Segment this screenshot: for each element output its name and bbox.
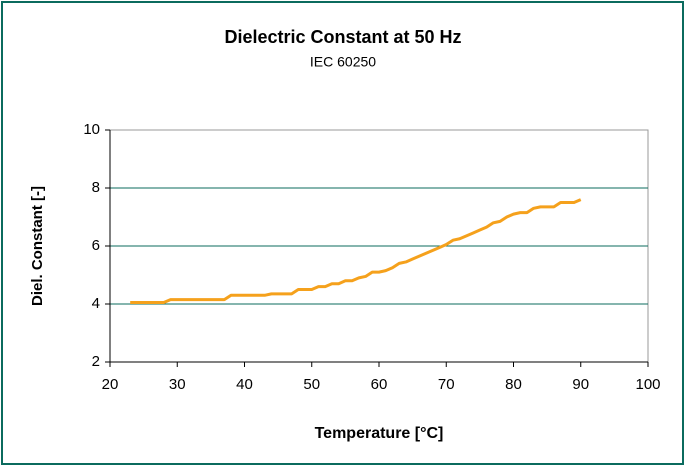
y-axis-label: Diel. Constant [-] — [29, 186, 46, 306]
x-tick-label: 30 — [169, 376, 186, 393]
y-tick-label: 6 — [92, 237, 100, 254]
data-line — [130, 198, 582, 305]
x-tick-label: 50 — [303, 376, 320, 393]
x-tick-label: 100 — [635, 376, 660, 393]
x-tick-label: 90 — [572, 376, 589, 393]
y-tick-label: 8 — [92, 179, 100, 196]
x-tick-label: 60 — [371, 376, 388, 393]
x-tick-label: 40 — [236, 376, 253, 393]
x-axis-label: Temperature [°C] — [315, 425, 444, 442]
x-tick-label: 20 — [102, 376, 119, 393]
x-tick-label: 80 — [505, 376, 522, 393]
y-tick-label: 10 — [83, 121, 100, 138]
chart-title: Dielectric Constant at 50 Hz — [224, 27, 461, 47]
y-tick-label: 4 — [92, 295, 100, 312]
x-tick-label: 70 — [438, 376, 455, 393]
y-tick-label: 2 — [92, 353, 100, 370]
chart-subtitle: IEC 60250 — [310, 54, 376, 70]
